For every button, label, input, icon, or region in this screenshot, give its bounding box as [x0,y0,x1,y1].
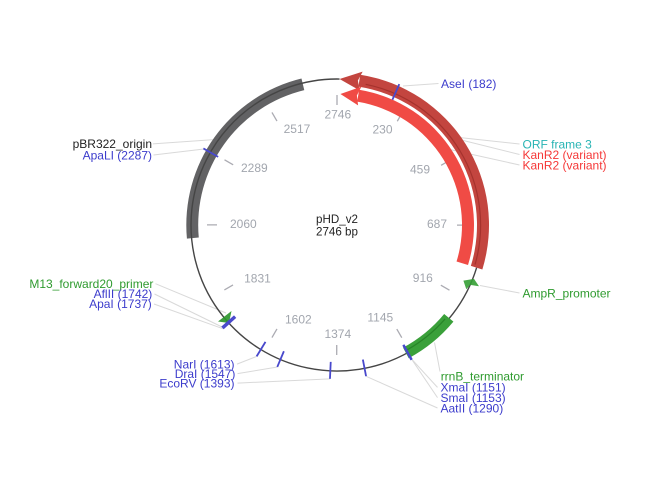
svg-text:1602: 1602 [285,312,312,326]
svg-text:2746 bp: 2746 bp [316,225,358,238]
svg-text:EcoRV (1393): EcoRV (1393) [159,376,234,390]
svg-text:ApaLI (2287): ApaLI (2287) [83,148,152,162]
svg-text:AseI (182): AseI (182) [441,77,496,91]
svg-text:916: 916 [413,271,433,285]
svg-text:AatII (1290): AatII (1290) [441,401,504,415]
svg-text:AmpR_promoter: AmpR_promoter [523,286,611,300]
svg-text:2289: 2289 [241,161,268,175]
svg-text:2746: 2746 [324,107,351,121]
svg-text:459: 459 [410,163,430,177]
svg-text:1145: 1145 [367,311,393,325]
svg-text:2060: 2060 [230,217,257,231]
svg-text:230: 230 [372,123,392,137]
svg-text:687: 687 [427,217,447,231]
svg-text:KanR2 (variant): KanR2 (variant) [523,158,607,172]
svg-text:2517: 2517 [284,122,311,136]
svg-text:ApaI (1737): ApaI (1737) [89,297,152,311]
svg-text:1374: 1374 [324,327,351,341]
svg-text:1831: 1831 [244,272,271,286]
svg-text:pHD_v2: pHD_v2 [316,213,358,226]
